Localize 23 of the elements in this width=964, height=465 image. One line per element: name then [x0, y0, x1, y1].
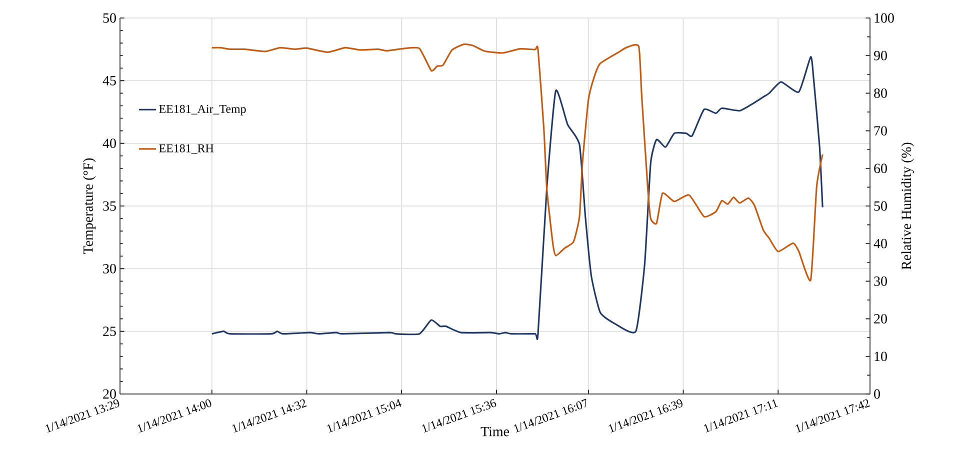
y2-tick-label: 50 — [874, 201, 887, 211]
y2-tick-label: 80 — [874, 88, 887, 98]
y2-tick-label: 0 — [874, 389, 880, 399]
y-axis-title: Temperature (°F) — [83, 158, 96, 254]
legend-label: EE181_Air_Temp — [159, 104, 246, 116]
y2-tick-label: 100 — [874, 13, 894, 23]
y2-tick-label: 20 — [874, 314, 887, 324]
y2-tick-label: 10 — [874, 352, 887, 362]
y-tick-label: 50 — [103, 13, 116, 23]
y2-tick-label: 70 — [874, 126, 887, 136]
y-tick-label: 30 — [103, 264, 116, 274]
y-tick-label: 45 — [102, 76, 116, 86]
y-tick-label: 25 — [103, 326, 116, 336]
y-tick-label: 35 — [103, 201, 116, 211]
x-axis-title: Time — [480, 426, 509, 436]
y2-axis-title: Relative Humidity (%) — [901, 142, 914, 270]
y2-tick-label: 40 — [874, 238, 887, 248]
y2-tick-label: 90 — [874, 50, 887, 60]
legend-label: EE181_RH — [159, 144, 214, 154]
y2-tick-label: 30 — [874, 276, 887, 286]
y2-tick-label: 60 — [874, 164, 887, 174]
y-tick-label: 20 — [103, 389, 116, 399]
y-tick-label: 40 — [102, 138, 116, 148]
